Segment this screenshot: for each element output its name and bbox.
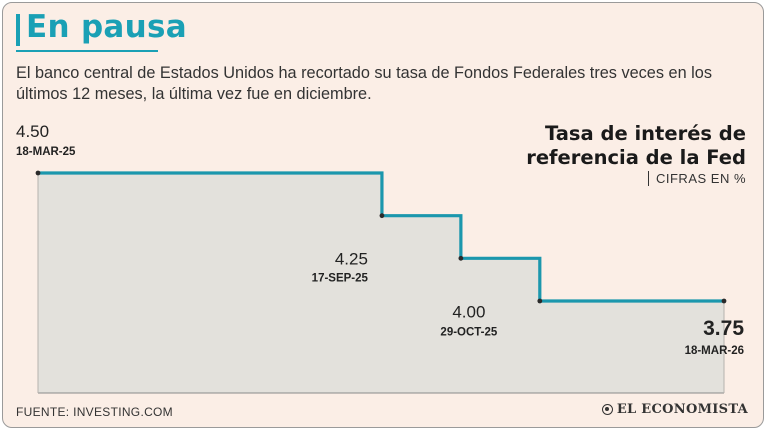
- subtitle: El banco central de Estados Unidos ha re…: [16, 64, 712, 103]
- unit-label: CIFRAS EN %: [647, 171, 746, 186]
- title-underline: [16, 50, 158, 52]
- publisher-logo: EL ECONOMISTA: [601, 402, 748, 417]
- source-note: FUENTE: INVESTING.COM: [16, 405, 173, 419]
- data-point: [537, 298, 543, 304]
- date-label: 17-SEP-25: [312, 273, 369, 285]
- date-label: 18-MAR-25: [16, 146, 76, 158]
- value-label: 4.50: [16, 122, 49, 141]
- data-point: [458, 255, 464, 261]
- series-line: [38, 171, 724, 303]
- title-accent-bar: [16, 14, 20, 46]
- value-label: 3.75: [703, 317, 744, 340]
- chart-title-line-2: referencia de la Fed: [526, 146, 746, 169]
- value-label: 4.00: [452, 302, 485, 321]
- data-point: [721, 298, 727, 304]
- chart-title: Tasa de interés de referencia de la Fed: [526, 122, 746, 170]
- logo-circle-icon: [601, 404, 613, 415]
- date-label: 18-MAR-26: [685, 345, 744, 357]
- area-fill: [38, 173, 724, 393]
- page-title: En pausa: [26, 9, 187, 45]
- chart-title-line-1: Tasa de interés de: [544, 122, 746, 145]
- data-point: [379, 213, 385, 219]
- logo-text: EL ECONOMISTA: [616, 402, 748, 417]
- date-label: 29-OCT-25: [440, 326, 497, 338]
- value-label: 4.25: [335, 250, 368, 269]
- data-point: [35, 170, 41, 176]
